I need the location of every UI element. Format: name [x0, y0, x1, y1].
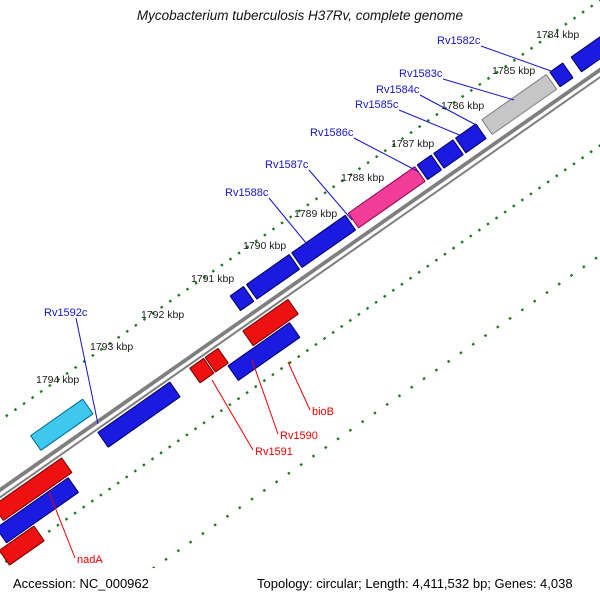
gene-label-pointer: [287, 361, 311, 411]
gene-box[interactable]: [246, 254, 300, 300]
gene-label-pointer: [48, 491, 76, 559]
gene-label-pointer: [308, 169, 353, 221]
gene-label-pointer: [419, 94, 479, 127]
gene-label-pointer: [75, 317, 99, 425]
genome-backbone: [0, 0, 600, 549]
gene-box[interactable]: [433, 139, 464, 169]
gene-label[interactable]: Rv1587c: [265, 159, 309, 171]
topology-text: Topology: circular; Length: 4,411,532 bp…: [257, 576, 573, 591]
gene-label[interactable]: Rv1583c: [399, 68, 443, 80]
kbp-tick-label: 1791 kbp: [191, 273, 234, 285]
gene-box[interactable]: [227, 322, 301, 381]
gene-box[interactable]: [481, 74, 557, 135]
scale-dotted-line: [4, 39, 600, 600]
kbp-tick-label: 1784 kbp: [536, 29, 579, 41]
gene-label-pointer: [211, 379, 254, 451]
kbp-tick-label: 1788 kbp: [341, 172, 384, 184]
accession-text: Accession: NC_000962: [13, 576, 149, 591]
gene-box[interactable]: [242, 299, 299, 347]
kbp-tick-label: 1790 kbp: [243, 240, 286, 252]
gene-label-pointer: [480, 45, 552, 72]
gene-box[interactable]: [416, 154, 442, 180]
kbp-tick-label: 1786 kbp: [441, 100, 484, 112]
gene-box[interactable]: [570, 27, 600, 73]
kbp-tick-label: 1787 kbp: [391, 138, 434, 150]
kbp-tick-label: 1789 kbp: [294, 208, 337, 220]
kbp-tick-label: 1794 kbp: [36, 374, 79, 386]
gene-label[interactable]: Rv1591: [255, 446, 293, 458]
gene-box[interactable]: [455, 123, 487, 154]
gene-box[interactable]: [549, 62, 574, 88]
gene-label[interactable]: bioB: [312, 406, 334, 418]
gene-box[interactable]: [0, 457, 73, 521]
genome-backbone-inner: [0, 0, 600, 554]
kbp-tick-label: 1792 kbp: [141, 309, 184, 321]
gene-label-pointer: [353, 137, 420, 173]
gene-label-pointer: [251, 359, 279, 435]
gene-label[interactable]: Rv1590: [280, 430, 318, 442]
gene-box[interactable]: [97, 381, 181, 448]
gene-label[interactable]: Rv1586c: [310, 127, 354, 139]
gene-box[interactable]: [291, 214, 356, 268]
gene-label-pointer: [442, 78, 515, 101]
gene-label[interactable]: Rv1582c: [437, 35, 481, 47]
gene-box[interactable]: [189, 358, 215, 384]
gene-box[interactable]: [0, 525, 45, 566]
gene-label[interactable]: Rv1592c: [44, 307, 88, 319]
gene-label[interactable]: Rv1588c: [225, 187, 269, 199]
gene-box[interactable]: [204, 348, 229, 373]
kbp-tick-label: 1793 kbp: [90, 341, 133, 353]
gene-label[interactable]: nadA: [77, 554, 103, 566]
gene-box[interactable]: [30, 398, 94, 451]
gene-label-pointer: [398, 109, 463, 137]
gene-box[interactable]: [347, 166, 426, 229]
gene-label[interactable]: Rv1584c: [376, 84, 420, 96]
kbp-tick-label: 1785 kbp: [492, 65, 535, 77]
gene-label-pointer: [268, 197, 312, 250]
gene-box[interactable]: [229, 286, 255, 311]
gene-box[interactable]: [0, 477, 79, 544]
status-bar: Accession: NC_000962 Topology: circular;…: [0, 568, 600, 600]
gene-label[interactable]: Rv1585c: [355, 99, 399, 111]
